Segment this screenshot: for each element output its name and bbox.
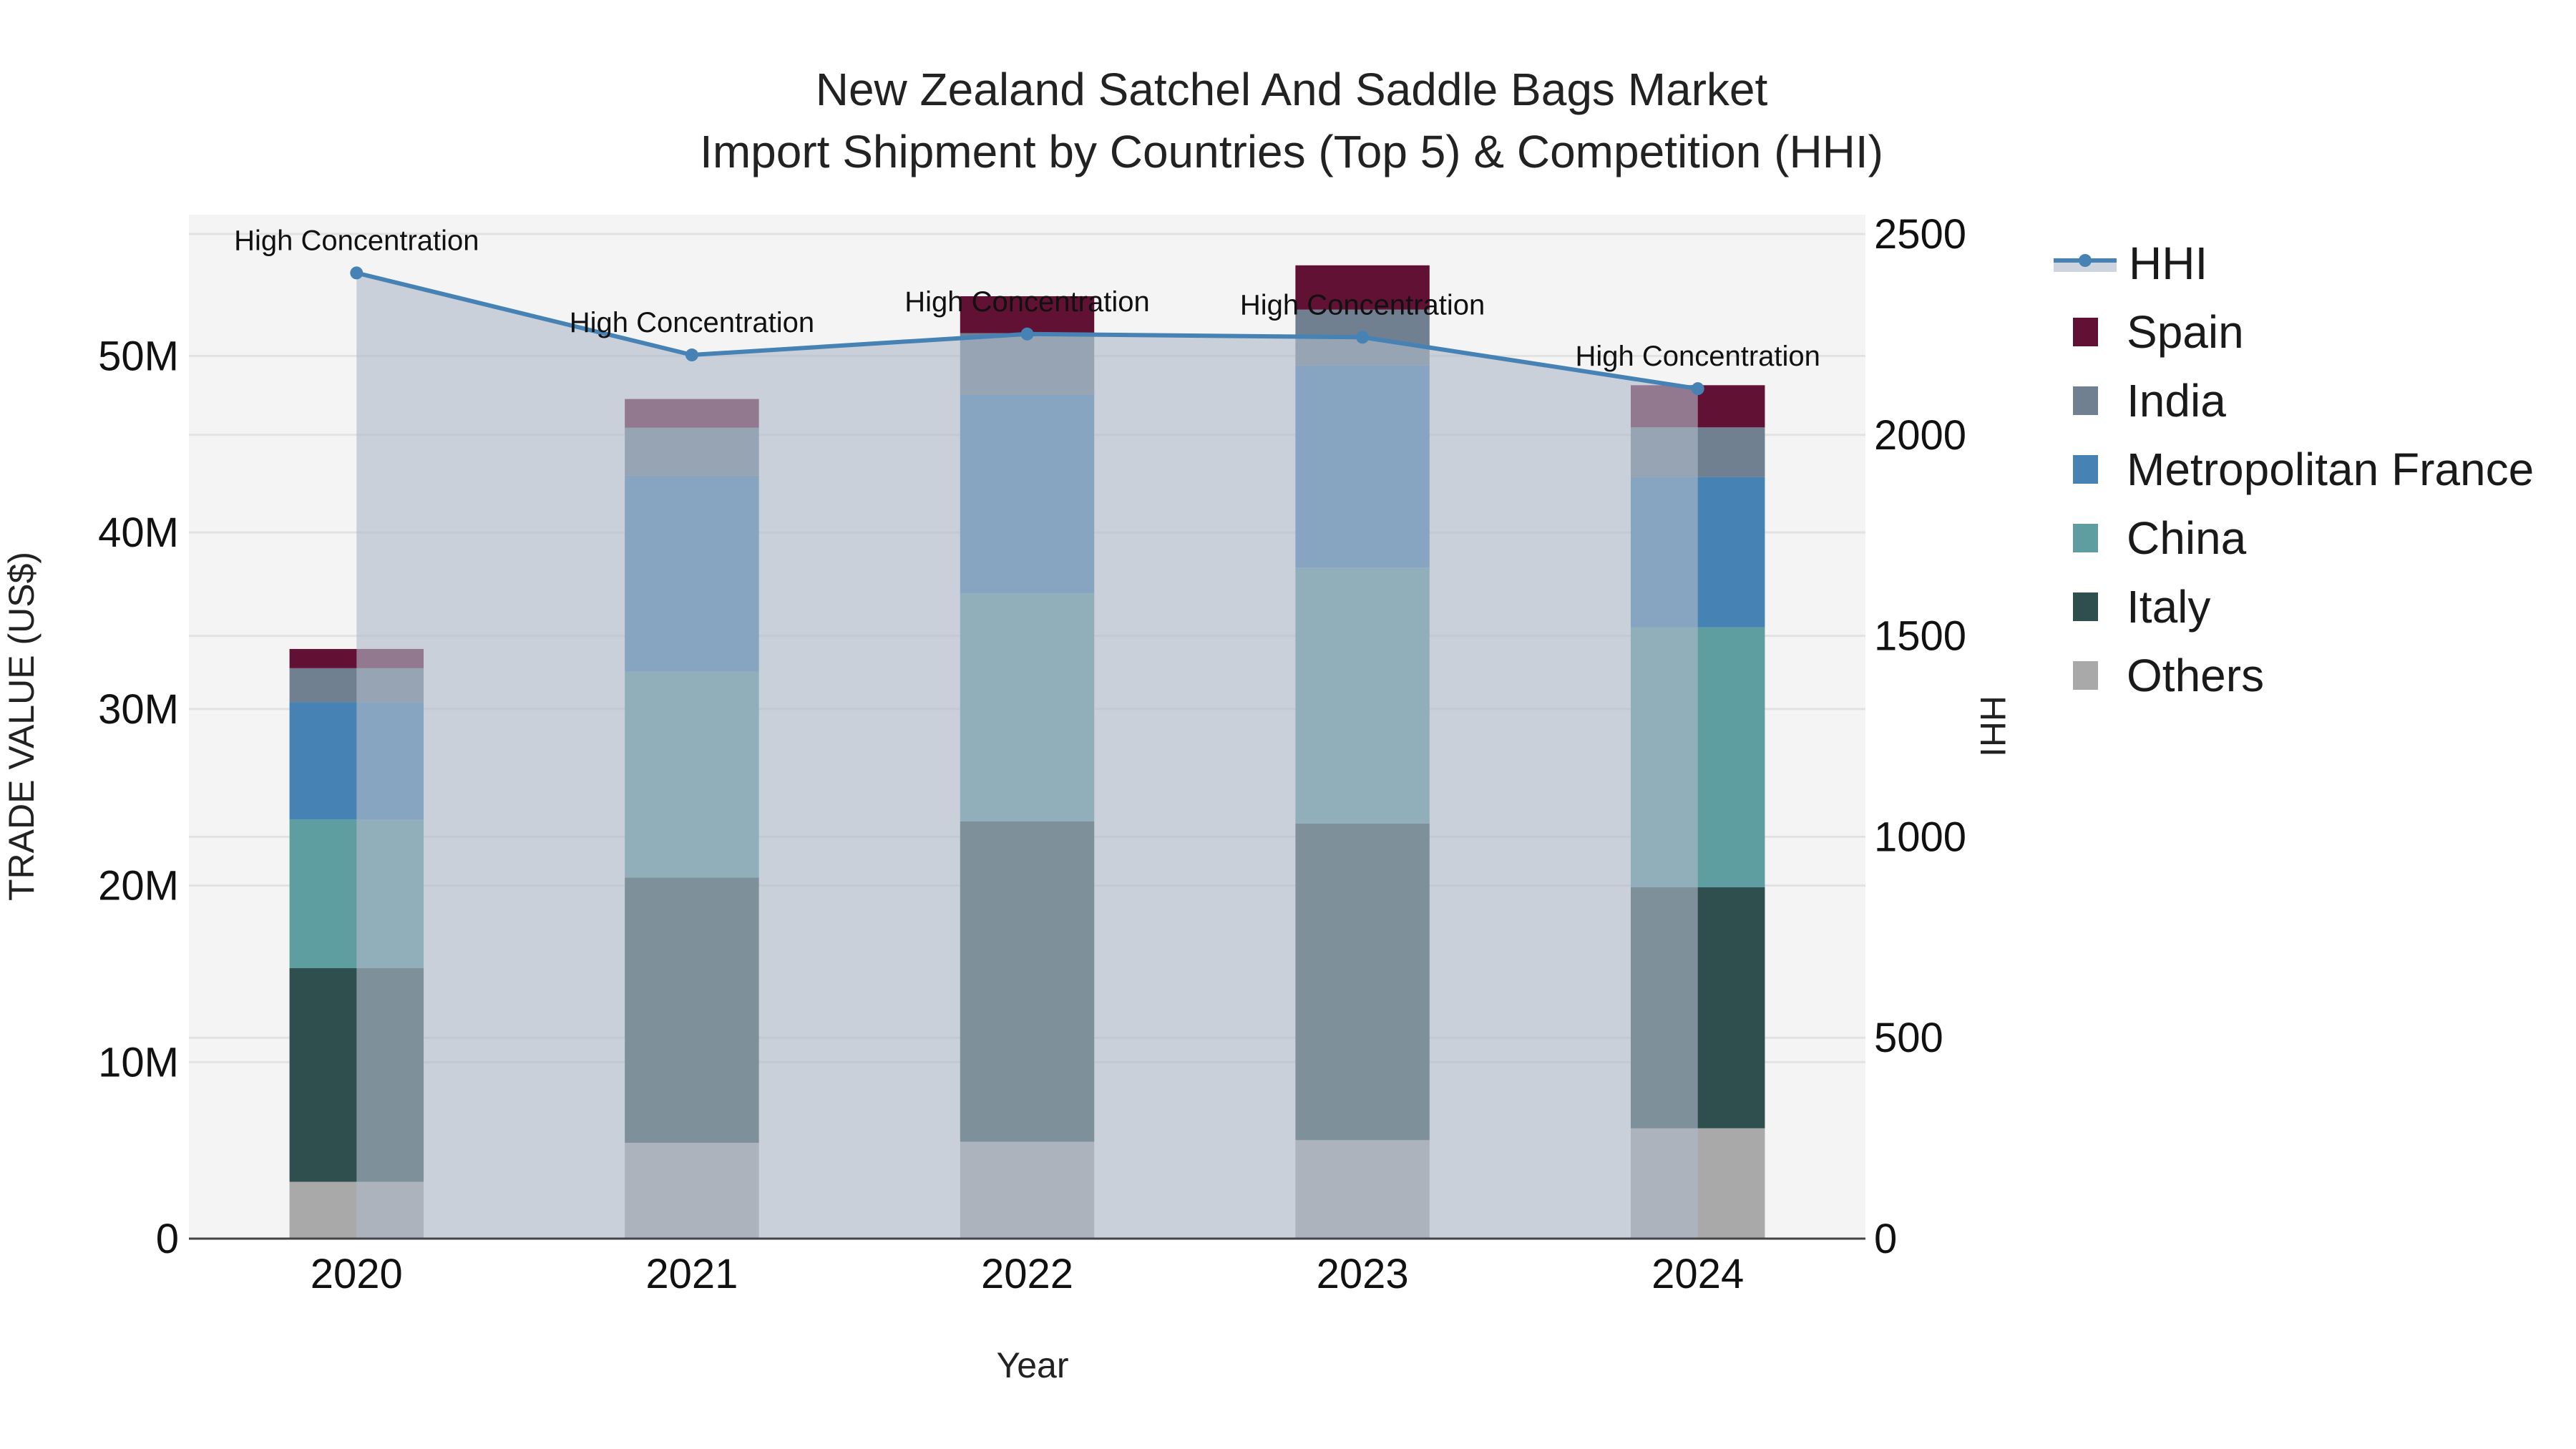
y2-tick-label: 2000 xyxy=(1874,412,1966,459)
legend-swatch-icon xyxy=(2073,524,2098,552)
legend-item-metropolitan-france[interactable]: Metropolitan France xyxy=(2054,435,2534,504)
hhi-marker xyxy=(1020,327,1034,341)
legend-label: Italy xyxy=(2127,581,2211,633)
y-tick-label: 20M xyxy=(98,863,179,909)
legend-label: Others xyxy=(2127,650,2265,701)
legend-item-italy[interactable]: Italy xyxy=(2054,572,2534,641)
y2-tick-label: 0 xyxy=(1874,1216,1897,1262)
y-tick-label: 10M xyxy=(98,1039,179,1085)
annotations: High Concentration High Concentration High… xyxy=(234,225,1820,372)
legend-item-india[interactable]: India xyxy=(2054,366,2534,435)
hhi-marker xyxy=(1356,331,1370,344)
y-axis-ticks: 0 10M 20M 30M 40M 50M xyxy=(98,333,179,1262)
hhi-marker xyxy=(1691,382,1704,396)
bar-segment-spain xyxy=(960,296,1095,333)
x-tick-label: 2023 xyxy=(1317,1251,1409,1297)
legend-label: Metropolitan France xyxy=(2127,444,2534,495)
hhi-annotation: High Concentration xyxy=(234,225,479,256)
hhi-series xyxy=(350,266,1704,1239)
y-tick-label: 0 xyxy=(156,1216,179,1262)
hhi-annotation: High Concentration xyxy=(1240,289,1485,321)
y-axis-title: TRADE VALUE (US$) xyxy=(1,552,42,901)
legend-line-marker-icon xyxy=(2054,249,2117,278)
legend-item-others[interactable]: Others xyxy=(2054,641,2534,710)
legend: HHI Spain India Metropolitan France China Ita… xyxy=(2054,229,2534,710)
legend-label: Spain xyxy=(2127,306,2244,358)
legend-swatch-icon xyxy=(2073,318,2098,346)
chart-title-line1: New Zealand Satchel And Saddle Bags Mark… xyxy=(815,64,1768,115)
y2-axis-title: HHI xyxy=(1973,696,2013,757)
x-tick-label: 2021 xyxy=(645,1251,738,1297)
legend-swatch-icon xyxy=(2073,455,2098,484)
y2-axis-ticks: 0 500 1000 1500 2000 2500 xyxy=(1874,211,1966,1262)
y-tick-label: 30M xyxy=(98,686,179,733)
y-tick-label: 50M xyxy=(98,333,179,379)
bar-segment-spain xyxy=(1295,265,1430,310)
x-axis-title: Year xyxy=(996,1345,1068,1385)
legend-swatch-icon xyxy=(2073,386,2098,415)
hhi-annotation: High Concentration xyxy=(570,307,814,338)
legend-swatch-icon xyxy=(2073,661,2098,690)
legend-label: HHI xyxy=(2129,238,2208,289)
hhi-marker xyxy=(350,266,364,280)
x-axis-ticks: 2020 2021 2022 2023 2024 xyxy=(311,1251,1744,1297)
hhi-area-fill xyxy=(356,273,1698,1239)
y2-tick-label: 1500 xyxy=(1874,613,1966,660)
legend-item-hhi[interactable]: HHI xyxy=(2054,229,2534,298)
legend-swatch-icon xyxy=(2073,592,2098,621)
x-tick-label: 2024 xyxy=(1652,1251,1744,1297)
x-tick-label: 2022 xyxy=(981,1251,1073,1297)
hhi-annotation: High Concentration xyxy=(904,286,1149,318)
hhi-annotation: High Concentration xyxy=(1575,341,1820,372)
legend-label: India xyxy=(2127,375,2226,426)
chart-title-line2: Import Shipment by Countries (Top 5) & C… xyxy=(700,126,1883,177)
y2-tick-label: 500 xyxy=(1874,1015,1943,1061)
x-tick-label: 2020 xyxy=(311,1251,403,1297)
y2-tick-label: 1000 xyxy=(1874,814,1966,860)
y2-tick-label: 2500 xyxy=(1874,211,1966,258)
legend-item-china[interactable]: China xyxy=(2054,504,2534,572)
y-tick-label: 40M xyxy=(98,509,179,556)
hhi-marker xyxy=(685,348,698,362)
legend-label: China xyxy=(2127,512,2247,564)
legend-item-spain[interactable]: Spain xyxy=(2054,298,2534,366)
